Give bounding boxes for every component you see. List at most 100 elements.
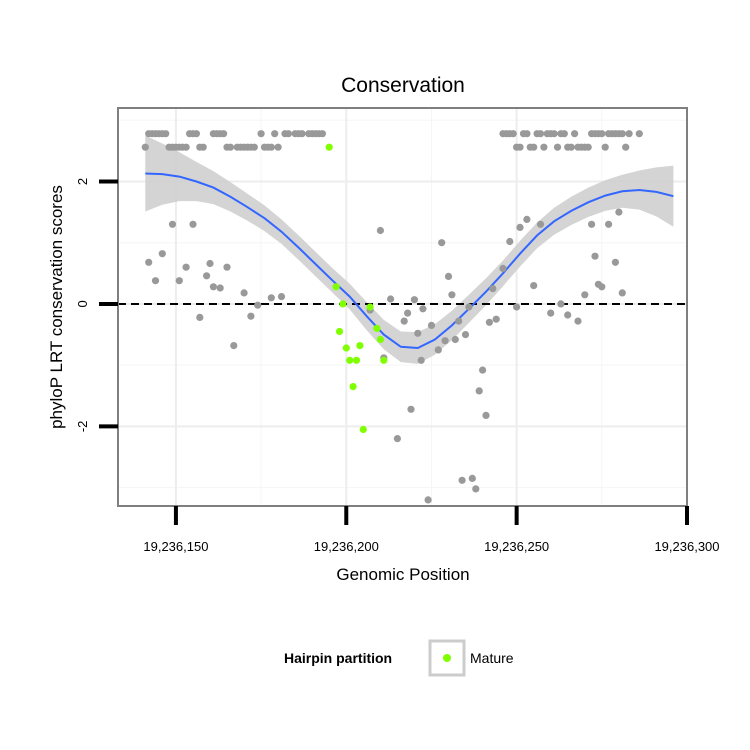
data-point (550, 130, 558, 138)
data-point-mature (335, 327, 344, 336)
data-point (175, 277, 183, 285)
data-point (479, 366, 487, 374)
data-point (509, 130, 517, 138)
chart-title: Conservation (341, 74, 465, 97)
x-axis-label: Genomic Position (336, 565, 469, 584)
data-point (448, 291, 456, 299)
data-point (438, 239, 446, 247)
data-point (441, 337, 449, 345)
data-point-mature (352, 356, 361, 364)
data-point (257, 130, 265, 138)
data-point (536, 220, 545, 228)
y-axis-label: phyloP LRT conservation scores (47, 185, 66, 429)
y-tick-label: -2 (75, 421, 90, 433)
data-point (376, 226, 384, 235)
data-point (455, 317, 463, 325)
x-tick-label: 19,236,250 (484, 539, 549, 554)
data-point (461, 331, 470, 339)
data-point (393, 435, 401, 443)
data-point (611, 258, 620, 266)
data-point (622, 143, 630, 151)
data-point (560, 130, 568, 138)
data-point (203, 272, 211, 280)
data-point (605, 220, 613, 228)
data-point (145, 258, 153, 266)
data-point (417, 356, 425, 364)
data-point (458, 476, 466, 484)
data-point-mature (380, 356, 388, 364)
data-point (485, 318, 493, 326)
data-point (506, 237, 514, 246)
data-point (424, 496, 432, 504)
data-point (250, 143, 258, 151)
data-point (240, 289, 248, 297)
data-point (216, 284, 224, 292)
data-point-mature (346, 356, 354, 364)
data-point (536, 130, 545, 138)
data-point (523, 130, 531, 138)
data-point (404, 309, 412, 317)
data-point-mature (339, 300, 347, 308)
data-point-mature (359, 425, 367, 434)
data-point (530, 143, 538, 151)
data-point (434, 346, 442, 354)
data-point-mature (376, 335, 384, 344)
data-point-mature (325, 143, 333, 151)
x-axis: 19,236,150 19,236,200 19,236,250 19,236,300 (143, 506, 720, 554)
data-point (618, 289, 626, 297)
data-point (192, 130, 200, 138)
data-point (247, 312, 255, 320)
data-point (182, 143, 190, 151)
data-point (267, 143, 275, 151)
plot-border (117, 107, 688, 507)
legend-title: Hairpin partition (284, 650, 392, 666)
data-point (574, 317, 582, 325)
data-point (598, 130, 606, 138)
data-point (444, 272, 453, 280)
smooth-trend-line (145, 172, 674, 350)
legend: Hairpin partition Mature (284, 639, 514, 677)
data-point (591, 252, 599, 260)
data-point (414, 329, 422, 337)
data-point (472, 485, 480, 493)
data-point-mature (366, 303, 374, 311)
points-layer (141, 130, 643, 504)
data-point (141, 143, 149, 151)
data-point (465, 303, 473, 311)
data-point (387, 295, 395, 303)
data-point (206, 259, 214, 268)
data-point (451, 335, 459, 344)
data-point (284, 130, 292, 138)
legend-label-mature: Mature (470, 650, 514, 666)
data-point (601, 143, 609, 151)
x-tick-label: 19,236,200 (314, 539, 379, 554)
data-point (189, 220, 197, 228)
y-tick-label: 0 (75, 300, 90, 307)
data-point (162, 130, 170, 138)
data-point (419, 305, 427, 313)
data-point (523, 215, 531, 223)
data-point (182, 263, 190, 271)
plot-panel (117, 107, 688, 507)
data-point (625, 130, 633, 138)
data-point (271, 130, 279, 138)
data-point (499, 264, 507, 272)
data-point (615, 208, 623, 216)
data-point (489, 285, 497, 293)
data-point (492, 315, 500, 323)
data-point (254, 301, 262, 309)
smooth-line-layer (145, 172, 674, 350)
data-point (618, 130, 626, 138)
data-point (209, 283, 217, 291)
y-axis: -2 0 2 (75, 178, 118, 432)
data-point (468, 474, 476, 482)
data-point (274, 143, 282, 151)
data-point (513, 303, 521, 311)
data-point (530, 282, 538, 290)
data-point (158, 250, 166, 258)
data-point (557, 300, 565, 308)
data-point (196, 313, 204, 321)
data-point (540, 143, 548, 151)
data-point (151, 277, 160, 285)
